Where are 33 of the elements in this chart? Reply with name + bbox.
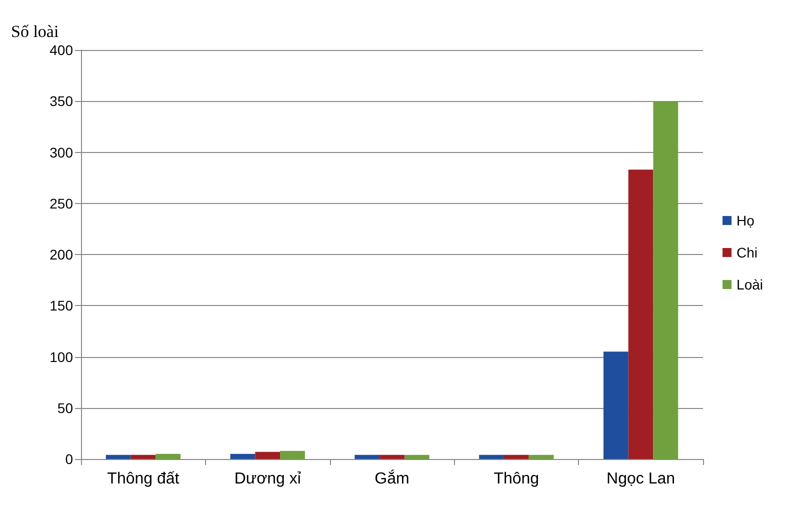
- y-tick-label: 50: [57, 400, 74, 416]
- y-tick-label: 400: [50, 42, 74, 58]
- y-tick-label: 100: [50, 348, 74, 365]
- x-tick-label: Gắm: [374, 470, 410, 488]
- bar: [603, 352, 628, 459]
- y-tick-label: 350: [50, 93, 74, 110]
- bar: [479, 454, 504, 459]
- y-tick-label: 300: [50, 144, 74, 160]
- bar: [504, 454, 529, 459]
- y-tick-label: 0: [65, 451, 74, 467]
- x-tick-label: Thông đất: [107, 470, 180, 488]
- y-axis-title: Số loài: [11, 22, 59, 41]
- bar: [255, 452, 280, 459]
- bar: [528, 454, 554, 459]
- legend-label: Chi: [736, 244, 758, 260]
- legend-label: Loài: [736, 276, 763, 292]
- bar: [280, 450, 305, 459]
- bar: [653, 101, 678, 459]
- bar: [380, 454, 404, 459]
- y-tick-label: 150: [50, 298, 74, 314]
- y-tick-label: 250: [50, 195, 74, 212]
- bar: [404, 454, 430, 459]
- x-tick-label: Thông: [494, 470, 540, 488]
- x-tick-label: Ngọc Lan: [606, 470, 676, 488]
- bar: [230, 454, 256, 459]
- x-tick-label: Dương xỉ: [234, 470, 302, 488]
- bar: [628, 170, 654, 459]
- bar: [354, 454, 380, 459]
- bar: [106, 454, 131, 459]
- y-tick-label: 200: [50, 246, 74, 262]
- legend-label: Họ: [736, 212, 755, 228]
- bar: [156, 454, 181, 459]
- bar: [130, 454, 156, 459]
